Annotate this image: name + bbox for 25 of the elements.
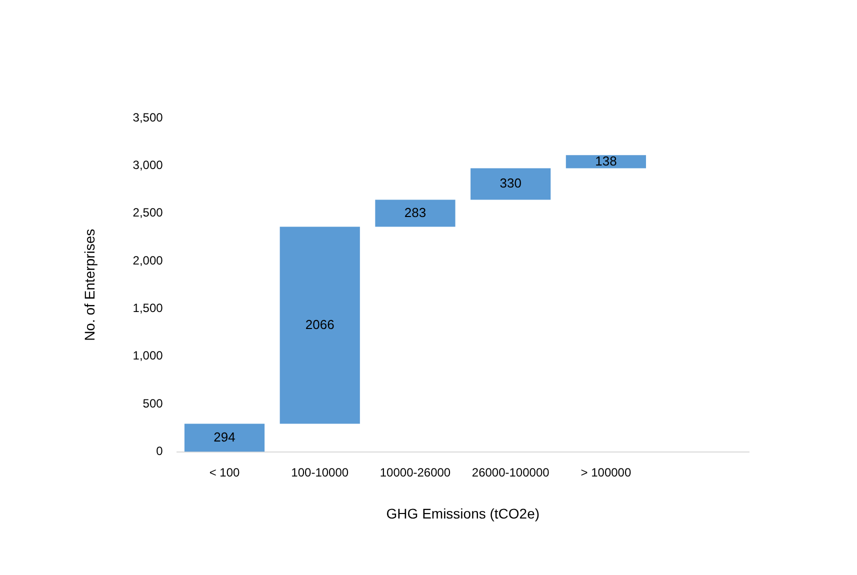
y-tick-label: 1,000 [132,348,164,363]
data-label: 330 [500,176,522,191]
y-axis-title: No. of Enterprises [81,228,98,341]
y-tick-label: 3,500 [132,110,164,124]
data-label: 138 [595,153,617,168]
x-tick-label: 26000-100000 [472,465,550,480]
x-axis-title: GHG Emissions (tCO2e) [386,505,540,522]
y-tick-label: 3,000 [132,158,164,172]
x-tick-label: > 100000 [580,465,632,480]
x-tick-label: < 100 [209,465,240,480]
x-tick-label: 100-10000 [291,465,349,480]
y-tick-label: 1,500 [132,301,164,316]
y-tick-label: 0 [156,444,164,458]
y-tick-label: 500 [142,396,164,410]
bar [566,155,646,168]
bar [184,424,265,452]
bar [375,200,456,227]
data-label: 283 [404,204,426,220]
y-tick-label: 2,000 [132,253,164,268]
data-label: 294 [214,429,236,444]
bar [280,226,360,424]
y-tick-label: 2,500 [132,206,164,220]
bar [470,168,551,200]
x-tick-label: 10000-26000 [380,465,451,480]
data-label: 2066 [305,316,334,332]
